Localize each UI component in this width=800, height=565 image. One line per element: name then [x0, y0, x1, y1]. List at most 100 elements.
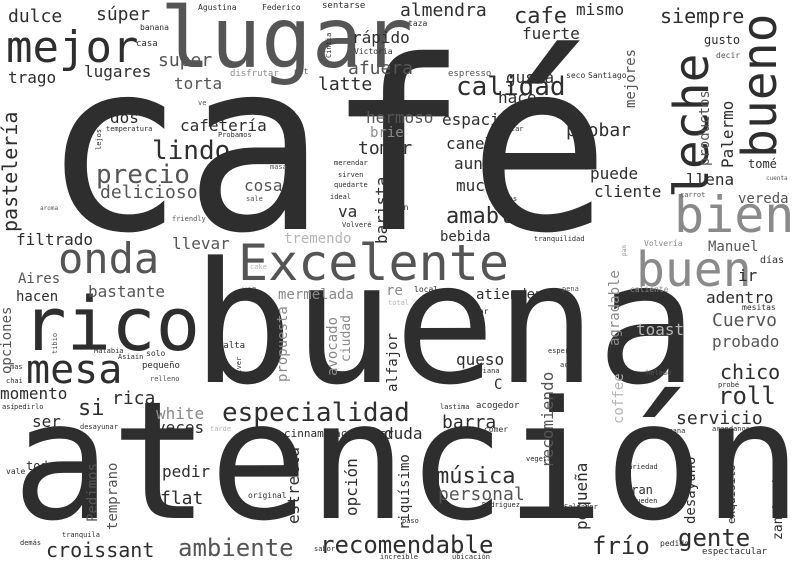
word-personal: personal — [438, 484, 525, 505]
word-precio: precio — [96, 160, 190, 190]
word-espresso: espresso — [448, 69, 492, 79]
word-mesa: mesa — [26, 347, 123, 393]
word-masa: masa — [270, 163, 287, 171]
word-amable: amable — [446, 204, 526, 229]
word-pan: pan — [621, 245, 628, 256]
word-frias: frías — [496, 195, 518, 203]
word-ubicacion: ubicación — [452, 553, 490, 561]
word-lastima: lastima — [440, 403, 470, 411]
word-fuerte: fuerte — [522, 24, 580, 43]
word-toast: toast — [636, 320, 685, 339]
word-gusta: gusta — [506, 68, 555, 87]
word-lejos: lejos — [95, 128, 103, 150]
word-rica: rica — [112, 388, 156, 409]
word-siempre: siempre — [660, 4, 745, 28]
word-mejor: mejor — [6, 22, 139, 73]
word-espacio: espacio — [442, 110, 510, 129]
word-helado: helado — [646, 369, 672, 377]
word-pequeno: pequeño — [142, 361, 180, 371]
word-exquisito: exquisito — [725, 464, 738, 524]
word-rodriguez: Rodriguez — [482, 501, 520, 509]
word-atencion: atención — [12, 366, 800, 557]
word-opcion: opción — [342, 458, 361, 516]
word-casa: casa — [136, 39, 158, 49]
word-llevar: llevar — [172, 234, 230, 253]
word-volver: volver — [235, 356, 243, 382]
word-temperatura: temperatura — [106, 125, 153, 133]
word-tomar: tomar — [358, 138, 413, 159]
word-quedarte: quedarte — [334, 181, 368, 189]
word-tranquila: tranquila — [62, 531, 100, 539]
word-buen: buen — [636, 242, 752, 298]
word-onda: onda — [58, 234, 160, 283]
word-sentarse: sentarse — [322, 1, 366, 11]
word-chai: chai — [6, 377, 23, 385]
word-recomiendo: recomiendo — [538, 371, 557, 468]
word-arandanos: arandanos — [712, 425, 750, 433]
word-cafeteria: cafetería — [180, 116, 267, 135]
word-merendar: merendar — [334, 159, 368, 167]
word-afuera: afuera — [348, 58, 414, 79]
word-dos: dos — [110, 108, 139, 127]
word-roll: roll — [718, 382, 776, 410]
word-bar: bar — [474, 307, 489, 316]
word-queso: queso — [456, 350, 505, 369]
word-ambiente: ambiente — [178, 534, 294, 562]
word-espera: espera — [548, 347, 574, 355]
word-tranquilidad: tranquilidad — [534, 235, 585, 243]
word-agustina: Agustina — [198, 3, 237, 12]
word-super: super — [158, 50, 213, 71]
word-servicio: servicio — [676, 408, 763, 429]
word-musica: música — [436, 464, 516, 489]
word-tibio: tibio — [51, 332, 59, 354]
word-gusto: gusto — [704, 33, 741, 47]
word-salvador: Salvador — [564, 503, 598, 511]
word-probado: probado — [712, 332, 780, 351]
word-paso: paso — [402, 517, 419, 525]
word-volveria: Volvería — [644, 239, 683, 248]
word-tome: tomé — [748, 157, 777, 171]
word-aunque: aunque — [454, 154, 512, 173]
word-ve: ve — [198, 99, 207, 107]
word-avocado: avocado — [325, 316, 341, 376]
word-delicioso: delicioso — [100, 182, 198, 203]
word-hace: hace — [498, 88, 537, 107]
word-comer: comer — [484, 425, 509, 434]
word-duda: duda — [384, 424, 423, 443]
word-relleno: relleno — [150, 375, 180, 383]
word-manuel: Manuel — [708, 239, 759, 255]
word-flat: flat — [160, 488, 204, 509]
word-puede: puede — [590, 164, 639, 183]
word-gente: gente — [678, 524, 751, 552]
word-cafe: cafe — [514, 4, 567, 29]
word-rico: rico — [22, 282, 201, 368]
word-pedido: pedido — [660, 539, 689, 548]
word-torta: torta — [174, 74, 223, 93]
word-acido: acido — [560, 361, 582, 369]
word-cliente: cliente — [594, 182, 662, 201]
word-temprano: temprano — [105, 462, 121, 530]
word-latte: latte — [318, 74, 373, 95]
word-friendly: friendly — [172, 215, 206, 223]
word-c: C — [494, 377, 503, 393]
word-ir: ir — [738, 266, 758, 285]
word-canela: canela — [446, 134, 504, 153]
word-original: original — [248, 491, 287, 500]
word-solo: solo — [146, 349, 166, 358]
word-acogedor: acogedor — [476, 401, 520, 411]
word-tarde: tarde — [210, 425, 232, 433]
word-bastante: bastante — [88, 282, 166, 301]
word-gran: gran — [624, 483, 653, 497]
word-cuervo: Cuervo — [712, 310, 778, 331]
word-total: total — [388, 299, 410, 307]
word-mas: mas — [10, 363, 23, 371]
word-demas: demás — [20, 539, 42, 547]
word-dulce: dulce — [8, 6, 63, 27]
word-vereda: vereda — [738, 191, 789, 207]
word-probar: probar — [566, 120, 632, 141]
word-momento: momento — [0, 384, 68, 403]
word-cosa: cosa — [244, 176, 283, 195]
word-desayuno: desayuno — [683, 456, 699, 524]
word-barra: barra — [442, 412, 497, 433]
